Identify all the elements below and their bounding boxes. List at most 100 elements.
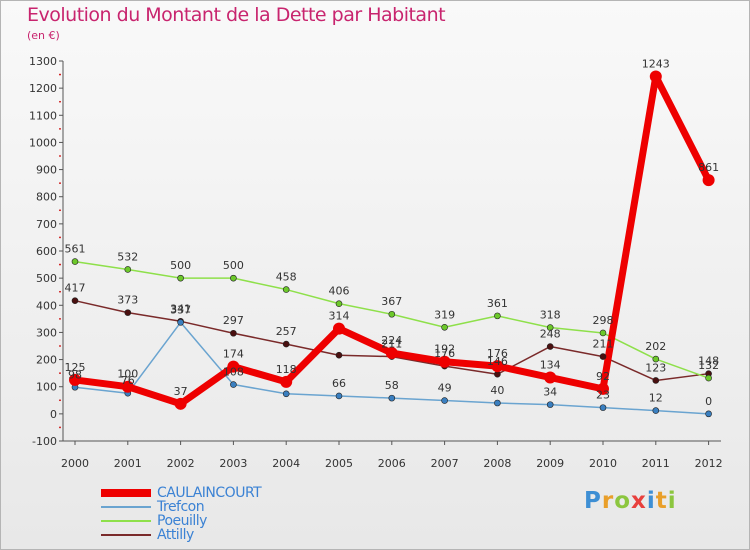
x-tick-label: 2005	[325, 457, 353, 470]
legend-swatch	[101, 489, 151, 497]
data-label: 561	[65, 243, 86, 256]
x-tick-label: 2007	[431, 457, 459, 470]
data-point	[494, 370, 501, 378]
y-minor-tick	[59, 263, 61, 266]
data-point	[649, 70, 662, 83]
data-point	[702, 174, 715, 187]
y-tick-label: 800	[36, 191, 57, 204]
data-point	[599, 404, 607, 411]
data-label: 319	[434, 308, 455, 321]
proxiti-logo: Proxiti	[584, 488, 677, 514]
legend-label: Trefcon	[157, 499, 205, 515]
data-label: 211	[593, 338, 614, 351]
y-minor-tick	[59, 100, 61, 103]
data-label: 314	[329, 310, 350, 323]
data-label: 298	[593, 314, 614, 327]
y-tick-label: 1100	[29, 109, 57, 122]
data-point	[388, 394, 396, 402]
logo-letter: r	[601, 488, 615, 514]
data-label: 318	[540, 309, 561, 322]
data-label: 100	[117, 368, 138, 381]
data-point	[282, 286, 290, 293]
x-tick-label: 2012	[695, 457, 723, 470]
data-point	[280, 375, 293, 388]
data-label: 248	[540, 328, 561, 341]
data-point	[335, 392, 343, 400]
data-point	[69, 373, 81, 386]
data-label: 192	[434, 343, 455, 356]
data-label: 108	[223, 366, 244, 379]
y-minor-tick	[59, 426, 61, 429]
data-label: 92	[596, 370, 610, 383]
logo-letter: i	[667, 488, 677, 514]
data-point	[230, 274, 237, 282]
y-tick-label: 0	[50, 408, 57, 421]
data-label: 367	[381, 295, 402, 308]
data-point	[546, 401, 554, 408]
data-point	[282, 340, 290, 348]
data-point	[71, 297, 79, 304]
data-point	[230, 381, 237, 388]
y-minor-tick	[59, 155, 61, 157]
y-minor-tick	[59, 236, 61, 239]
logo-letter: P	[584, 488, 602, 514]
data-label: 211	[381, 338, 402, 351]
data-point	[652, 377, 660, 384]
x-tick-label: 2009	[536, 457, 564, 470]
data-label: 337	[170, 303, 191, 316]
data-label: 66	[332, 377, 346, 390]
legend-label: Attilly	[157, 527, 194, 543]
y-minor-tick	[59, 127, 61, 130]
data-label: 123	[645, 361, 666, 374]
data-label: 146	[487, 355, 508, 368]
y-minor-tick	[59, 182, 61, 185]
data-point	[546, 343, 554, 350]
legend-label: Poeuilly	[157, 513, 207, 529]
y-tick-label: 200	[36, 354, 57, 367]
y-tick-label: 700	[36, 218, 57, 231]
y-minor-tick	[59, 73, 61, 76]
y-tick-label: 1000	[29, 136, 57, 149]
data-point	[705, 374, 712, 382]
data-point	[333, 322, 345, 335]
data-label: 12	[649, 392, 663, 405]
data-point	[491, 360, 504, 373]
y-minor-tick	[59, 372, 61, 375]
data-label: 37	[174, 385, 188, 398]
x-tick-label: 2002	[167, 457, 195, 470]
y-tick-label: 600	[36, 245, 57, 258]
data-label: 58	[385, 379, 399, 392]
chart-title: Evolution du Montant de la Dette par Hab…	[27, 4, 446, 26]
y-tick-label: 400	[36, 299, 57, 312]
data-label: 40	[490, 384, 504, 397]
data-point	[441, 323, 448, 331]
data-point	[227, 360, 240, 373]
data-point	[652, 407, 660, 414]
data-point	[121, 380, 134, 393]
data-label: 23	[596, 389, 610, 402]
data-label: 861	[698, 161, 719, 174]
y-tick-label: 1300	[29, 55, 57, 68]
data-label: 176	[434, 347, 455, 360]
x-tick-label: 2000	[61, 457, 89, 470]
data-point	[385, 347, 398, 360]
data-point	[71, 258, 79, 265]
data-label: 202	[645, 340, 666, 353]
data-label: 406	[329, 285, 350, 298]
logo-letter: o	[614, 488, 632, 514]
data-label: 98	[68, 368, 82, 381]
y-tick-label: -100	[32, 435, 57, 448]
unit-label: (en €)	[27, 29, 60, 42]
data-point	[335, 351, 343, 359]
data-point	[546, 324, 554, 331]
data-label: 373	[117, 294, 138, 307]
logo-letter: x	[631, 488, 647, 514]
data-label: 125	[65, 361, 86, 374]
y-tick-label: 1200	[29, 82, 57, 95]
y-tick-label: 100	[36, 381, 57, 394]
data-label: 341	[170, 302, 191, 315]
data-label: 458	[276, 271, 297, 284]
data-point	[441, 397, 448, 404]
data-point	[544, 371, 557, 384]
